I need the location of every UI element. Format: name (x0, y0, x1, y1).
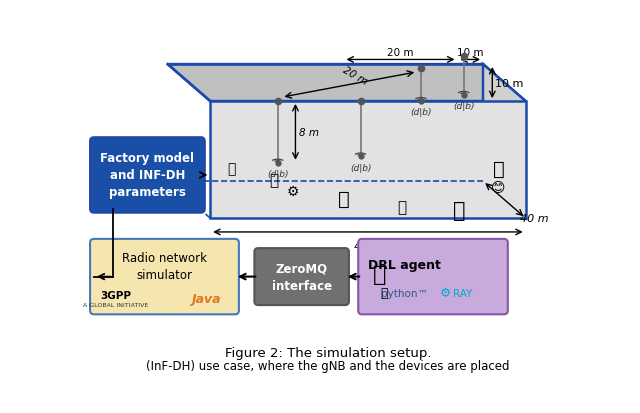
Text: (d|b): (d|b) (350, 163, 371, 172)
Text: 🤖: 🤖 (397, 199, 406, 214)
Polygon shape (168, 65, 525, 102)
Text: 📷: 📷 (227, 161, 236, 176)
Text: Figure 2: The simulation setup.: Figure 2: The simulation setup. (225, 347, 431, 359)
Text: Java: Java (191, 292, 220, 305)
FancyBboxPatch shape (254, 249, 349, 305)
Text: DRL agent: DRL agent (368, 258, 441, 271)
Text: ⚙: ⚙ (287, 185, 300, 199)
Text: Radio network
simulator: Radio network simulator (122, 251, 207, 281)
Text: (d|b): (d|b) (410, 108, 432, 117)
Text: (d|b): (d|b) (453, 102, 474, 111)
Text: 🖥: 🖥 (372, 264, 386, 284)
Text: 🦾: 🦾 (269, 173, 278, 188)
Text: RAY: RAY (453, 288, 472, 298)
Text: 40 m: 40 m (354, 242, 382, 252)
Text: 🐍: 🐍 (380, 287, 388, 299)
Text: 40 m: 40 m (520, 213, 548, 223)
Text: ⚙: ⚙ (440, 287, 451, 299)
Text: 8 m: 8 m (300, 128, 319, 138)
FancyBboxPatch shape (358, 239, 508, 315)
Text: 10 m: 10 m (457, 48, 483, 58)
Text: 3GPP: 3GPP (100, 290, 131, 300)
Polygon shape (210, 102, 525, 218)
Text: (InF-DH) use case, where the gNB and the devices are placed: (InF-DH) use case, where the gNB and the… (147, 360, 509, 373)
Polygon shape (483, 65, 525, 218)
Text: 🖥: 🖥 (493, 159, 504, 178)
Text: Factory model
and INF-DH
parameters: Factory model and INF-DH parameters (100, 152, 195, 199)
FancyBboxPatch shape (90, 138, 205, 213)
Text: 🗃: 🗃 (338, 190, 349, 209)
Text: 20 m: 20 m (341, 64, 369, 86)
Text: 10 m: 10 m (495, 78, 523, 88)
Text: A GLOBAL INITIATIVE: A GLOBAL INITIATIVE (83, 302, 148, 307)
Text: 20 m: 20 m (387, 48, 413, 58)
Text: (d|b): (d|b) (267, 169, 289, 178)
Text: 😊: 😊 (492, 181, 506, 195)
FancyBboxPatch shape (90, 239, 239, 315)
Text: 🗂: 🗂 (454, 201, 466, 221)
Text: python™: python™ (381, 288, 428, 298)
Text: ZeroMQ
interface: ZeroMQ interface (271, 262, 332, 292)
